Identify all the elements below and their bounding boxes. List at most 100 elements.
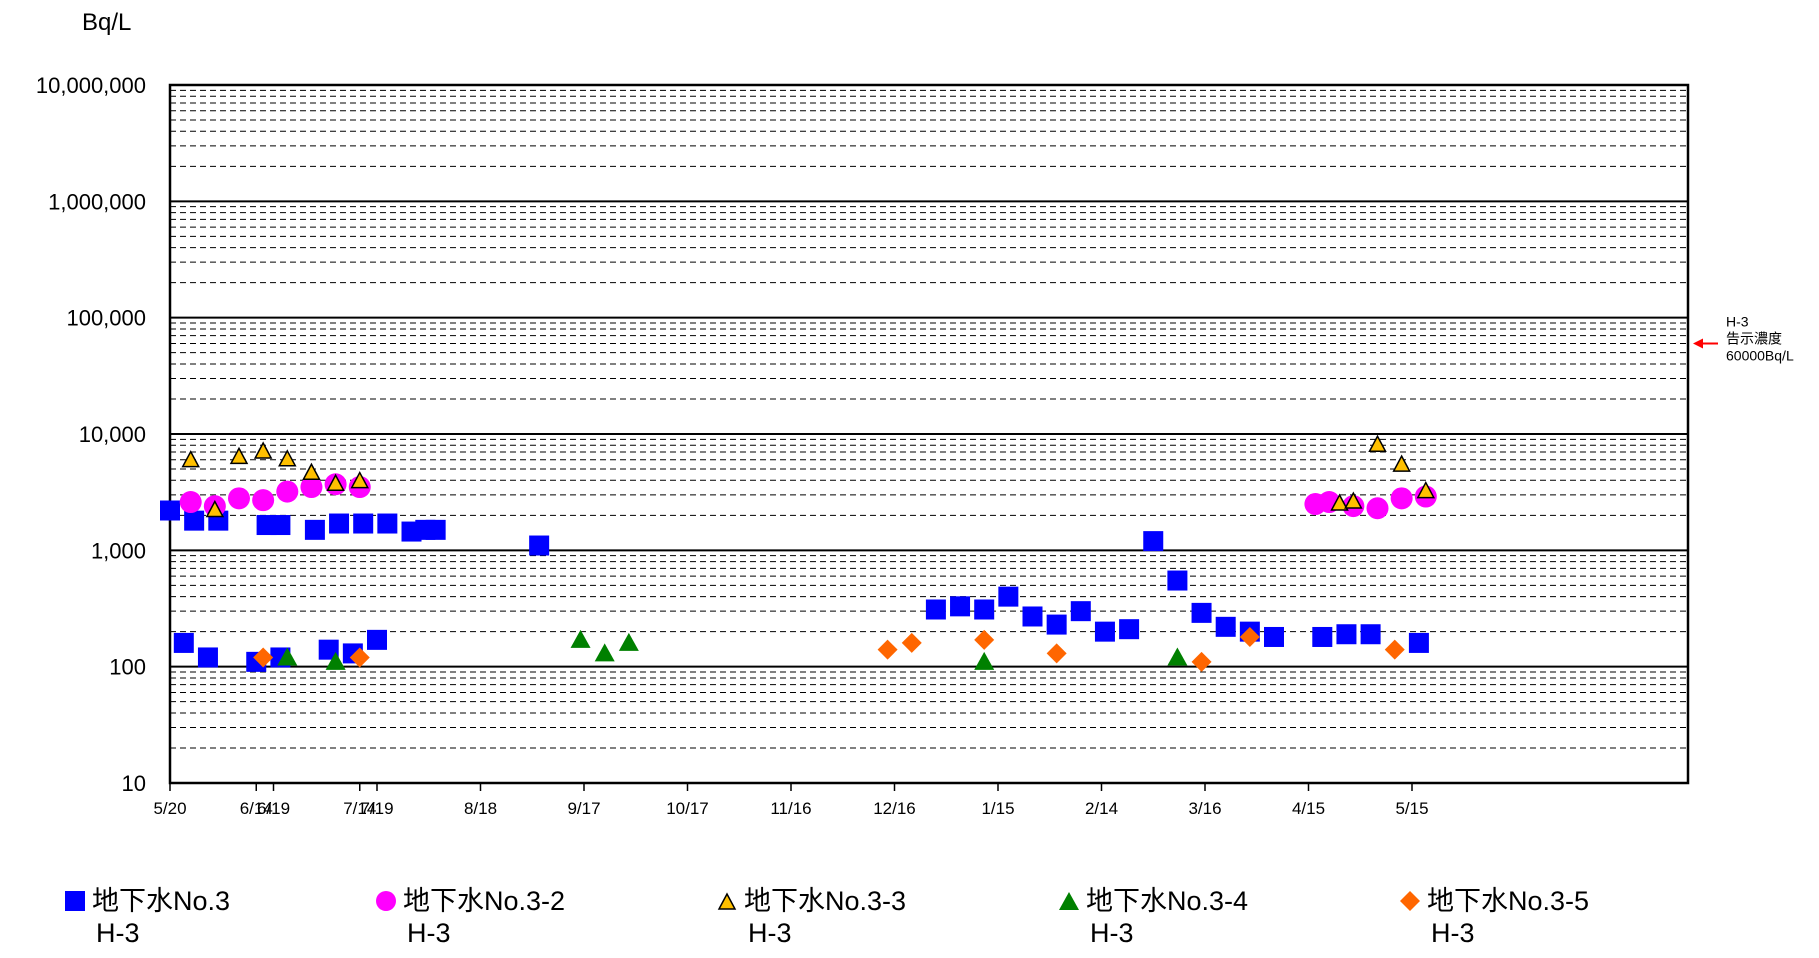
triangle-legend-icon (716, 887, 738, 910)
legend-item-2: 地下水No.3-3 H-3 (716, 885, 906, 949)
data-point (974, 651, 995, 670)
legend-item-3: 地下水No.3-4 H-3 (1058, 885, 1248, 949)
data-point (974, 629, 995, 650)
data-point (1264, 626, 1284, 647)
legend-label: 地下水No.3 (92, 886, 231, 916)
data-point (277, 647, 298, 666)
data-point (318, 639, 339, 660)
chart-svg: Bq/L 10 100 1,000 10,000 100,000 1,000,000 10,… (36, 9, 1794, 818)
data-point (179, 491, 202, 514)
data-point (594, 643, 615, 662)
reference-arrow-icon (1693, 338, 1703, 349)
legend-sublabel: H-3 (407, 918, 451, 948)
data-point (1408, 632, 1429, 653)
data-point (925, 599, 946, 620)
triangle-legend-icon (1058, 887, 1080, 910)
legend-sublabel: H-3 (1090, 918, 1134, 948)
x-tick-label: 3/16 (1188, 799, 1221, 818)
data-point (529, 535, 550, 556)
x-tick-label: 5/20 (153, 799, 186, 818)
legend-item-0: 地下水No.3 H-3 (64, 885, 230, 949)
data-point (1119, 619, 1140, 640)
data-point (1360, 624, 1381, 645)
legend: 地下水No.3 H-3 地下水No.3-2 H-3 地下水No.3-3 H-3 … (0, 885, 1819, 958)
data-point (181, 450, 200, 468)
points-layer (160, 434, 1437, 672)
legend-item-1: 地下水No.3-2 H-3 (375, 885, 565, 949)
circle-legend-icon (375, 887, 397, 911)
data-point (326, 473, 345, 491)
legend-sublabel: H-3 (748, 918, 792, 948)
y-tick-label: 10 (122, 771, 146, 796)
data-point (1368, 434, 1387, 453)
data-point (1416, 480, 1436, 499)
grid-layer (170, 89, 1688, 749)
data-point (229, 446, 249, 465)
x-tick-label: 10/17 (666, 799, 709, 818)
series-1 (179, 473, 1437, 520)
data-point (253, 647, 274, 668)
data-point (253, 441, 273, 459)
data-point (998, 586, 1019, 607)
data-point (1046, 614, 1067, 635)
data-point (1191, 651, 1212, 672)
legend-label: 地下水No.3-2 (403, 886, 566, 916)
plot-frame (168, 83, 1690, 785)
data-point (329, 513, 350, 534)
data-point (1167, 570, 1188, 591)
data-point (1094, 621, 1115, 642)
x-tick-label: 12/16 (873, 799, 916, 818)
y-tick-label: 1,000 (91, 538, 146, 563)
data-point (252, 489, 275, 512)
diamond-legend-icon (1399, 887, 1421, 911)
data-point (300, 476, 323, 499)
data-point (197, 647, 218, 668)
data-point (1191, 602, 1212, 623)
square-legend-icon (64, 887, 86, 911)
x-tick-label: 5/15 (1395, 799, 1428, 818)
y-axis-label: Bq/L (82, 9, 131, 36)
series-0 (160, 500, 1429, 672)
data-point (1070, 601, 1091, 622)
data-point (350, 470, 369, 489)
data-point (1344, 491, 1363, 509)
data-point (877, 639, 898, 660)
data-point (278, 449, 297, 467)
data-point (184, 510, 205, 531)
legend-sublabel: H-3 (96, 918, 140, 948)
x-tick-label: 8/18 (464, 799, 497, 818)
data-point (349, 647, 370, 668)
series-4 (253, 626, 1405, 672)
y-tick-label: 100 (109, 655, 146, 680)
data-point (570, 629, 591, 648)
legend-label: 地下水No.3-5 (1427, 886, 1590, 916)
data-point (974, 599, 995, 620)
x-tick-label: 6/14 (240, 799, 273, 818)
x-tick-label: 7/14 (343, 799, 376, 818)
data-point (1384, 639, 1405, 660)
data-point (304, 519, 325, 540)
data-point (1366, 497, 1389, 520)
data-point (1215, 616, 1236, 637)
series-3 (277, 629, 1188, 670)
x-tick-label: 1/15 (981, 799, 1014, 818)
legend-item-4: 地下水No.3-5 H-3 (1399, 885, 1589, 949)
data-point (1330, 493, 1349, 511)
series-2 (181, 434, 1436, 518)
y-tick-label: 100,000 (66, 306, 146, 331)
legend-sublabel: H-3 (1431, 918, 1475, 948)
x-tick-label: 7/19 (360, 799, 393, 818)
x-tick-label: 6/19 (257, 799, 290, 818)
data-point (270, 515, 291, 536)
y-tick-layer: 10 100 1,000 10,000 100,000 1,000,000 10,000,0… (36, 73, 146, 796)
x-tick-layer: 5/20 6/19 7/19 8/18 9/17 10/17 11/16 12/16 1/15 2… (153, 783, 1429, 818)
data-point (425, 519, 446, 540)
x-tick-label: 9/17 (567, 799, 600, 818)
data-point (276, 480, 299, 503)
data-point (1022, 606, 1043, 627)
reference-label: H-3 (1726, 313, 1749, 329)
reference-label: 60000Bq/L (1726, 347, 1794, 363)
data-point (367, 629, 387, 650)
